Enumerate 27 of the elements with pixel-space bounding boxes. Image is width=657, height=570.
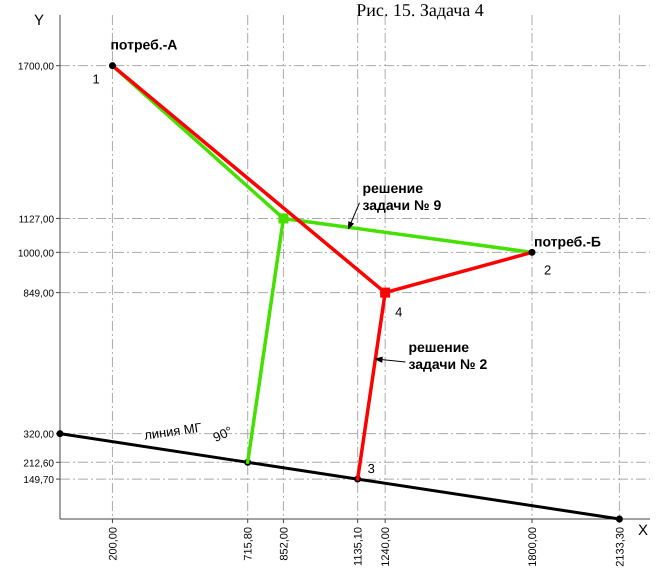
x-tick-label: 200,00 (107, 527, 120, 561)
x-tick-label: 1135,10 (352, 527, 365, 566)
annotation: решение задачи № 2 (408, 339, 488, 372)
x-tick-label: 715,80 (242, 527, 255, 561)
annotation: потреб.-Б (534, 233, 601, 250)
x-tick-label: 1240,00 (380, 527, 392, 567)
y-tick-label: 1127,00 (18, 214, 54, 226)
y-tick-label: 1000,00 (18, 248, 54, 260)
annotation: 3 (368, 461, 375, 476)
x-tick-label: 2133,30 (614, 527, 626, 567)
y-axis-title: Y (34, 12, 44, 29)
y-tick-label: 1700,00 (18, 62, 54, 73)
y-tick-label: 320,00 (23, 430, 54, 441)
annotation: 4 (395, 304, 402, 320)
annotation: 90° (210, 423, 235, 446)
y-tick-label: 849,00 (23, 288, 54, 300)
y-tick-label: 149,70 (23, 475, 54, 486)
annotation: решение задачи № 9 (362, 180, 442, 213)
x-axis-title: X (638, 522, 648, 539)
x-tick-label: 1800,00 (527, 527, 539, 567)
y-tick-label: 212,60 (23, 458, 54, 470)
chart-title: Рис. 15. Задача 4 (356, 0, 484, 20)
annotation: 2 (544, 262, 552, 278)
x-tick-label: 852,00 (278, 527, 290, 561)
annotation: 1 (92, 72, 100, 87)
annotation: линия МГ (143, 420, 203, 443)
annotation: потреб.-А (110, 36, 178, 53)
